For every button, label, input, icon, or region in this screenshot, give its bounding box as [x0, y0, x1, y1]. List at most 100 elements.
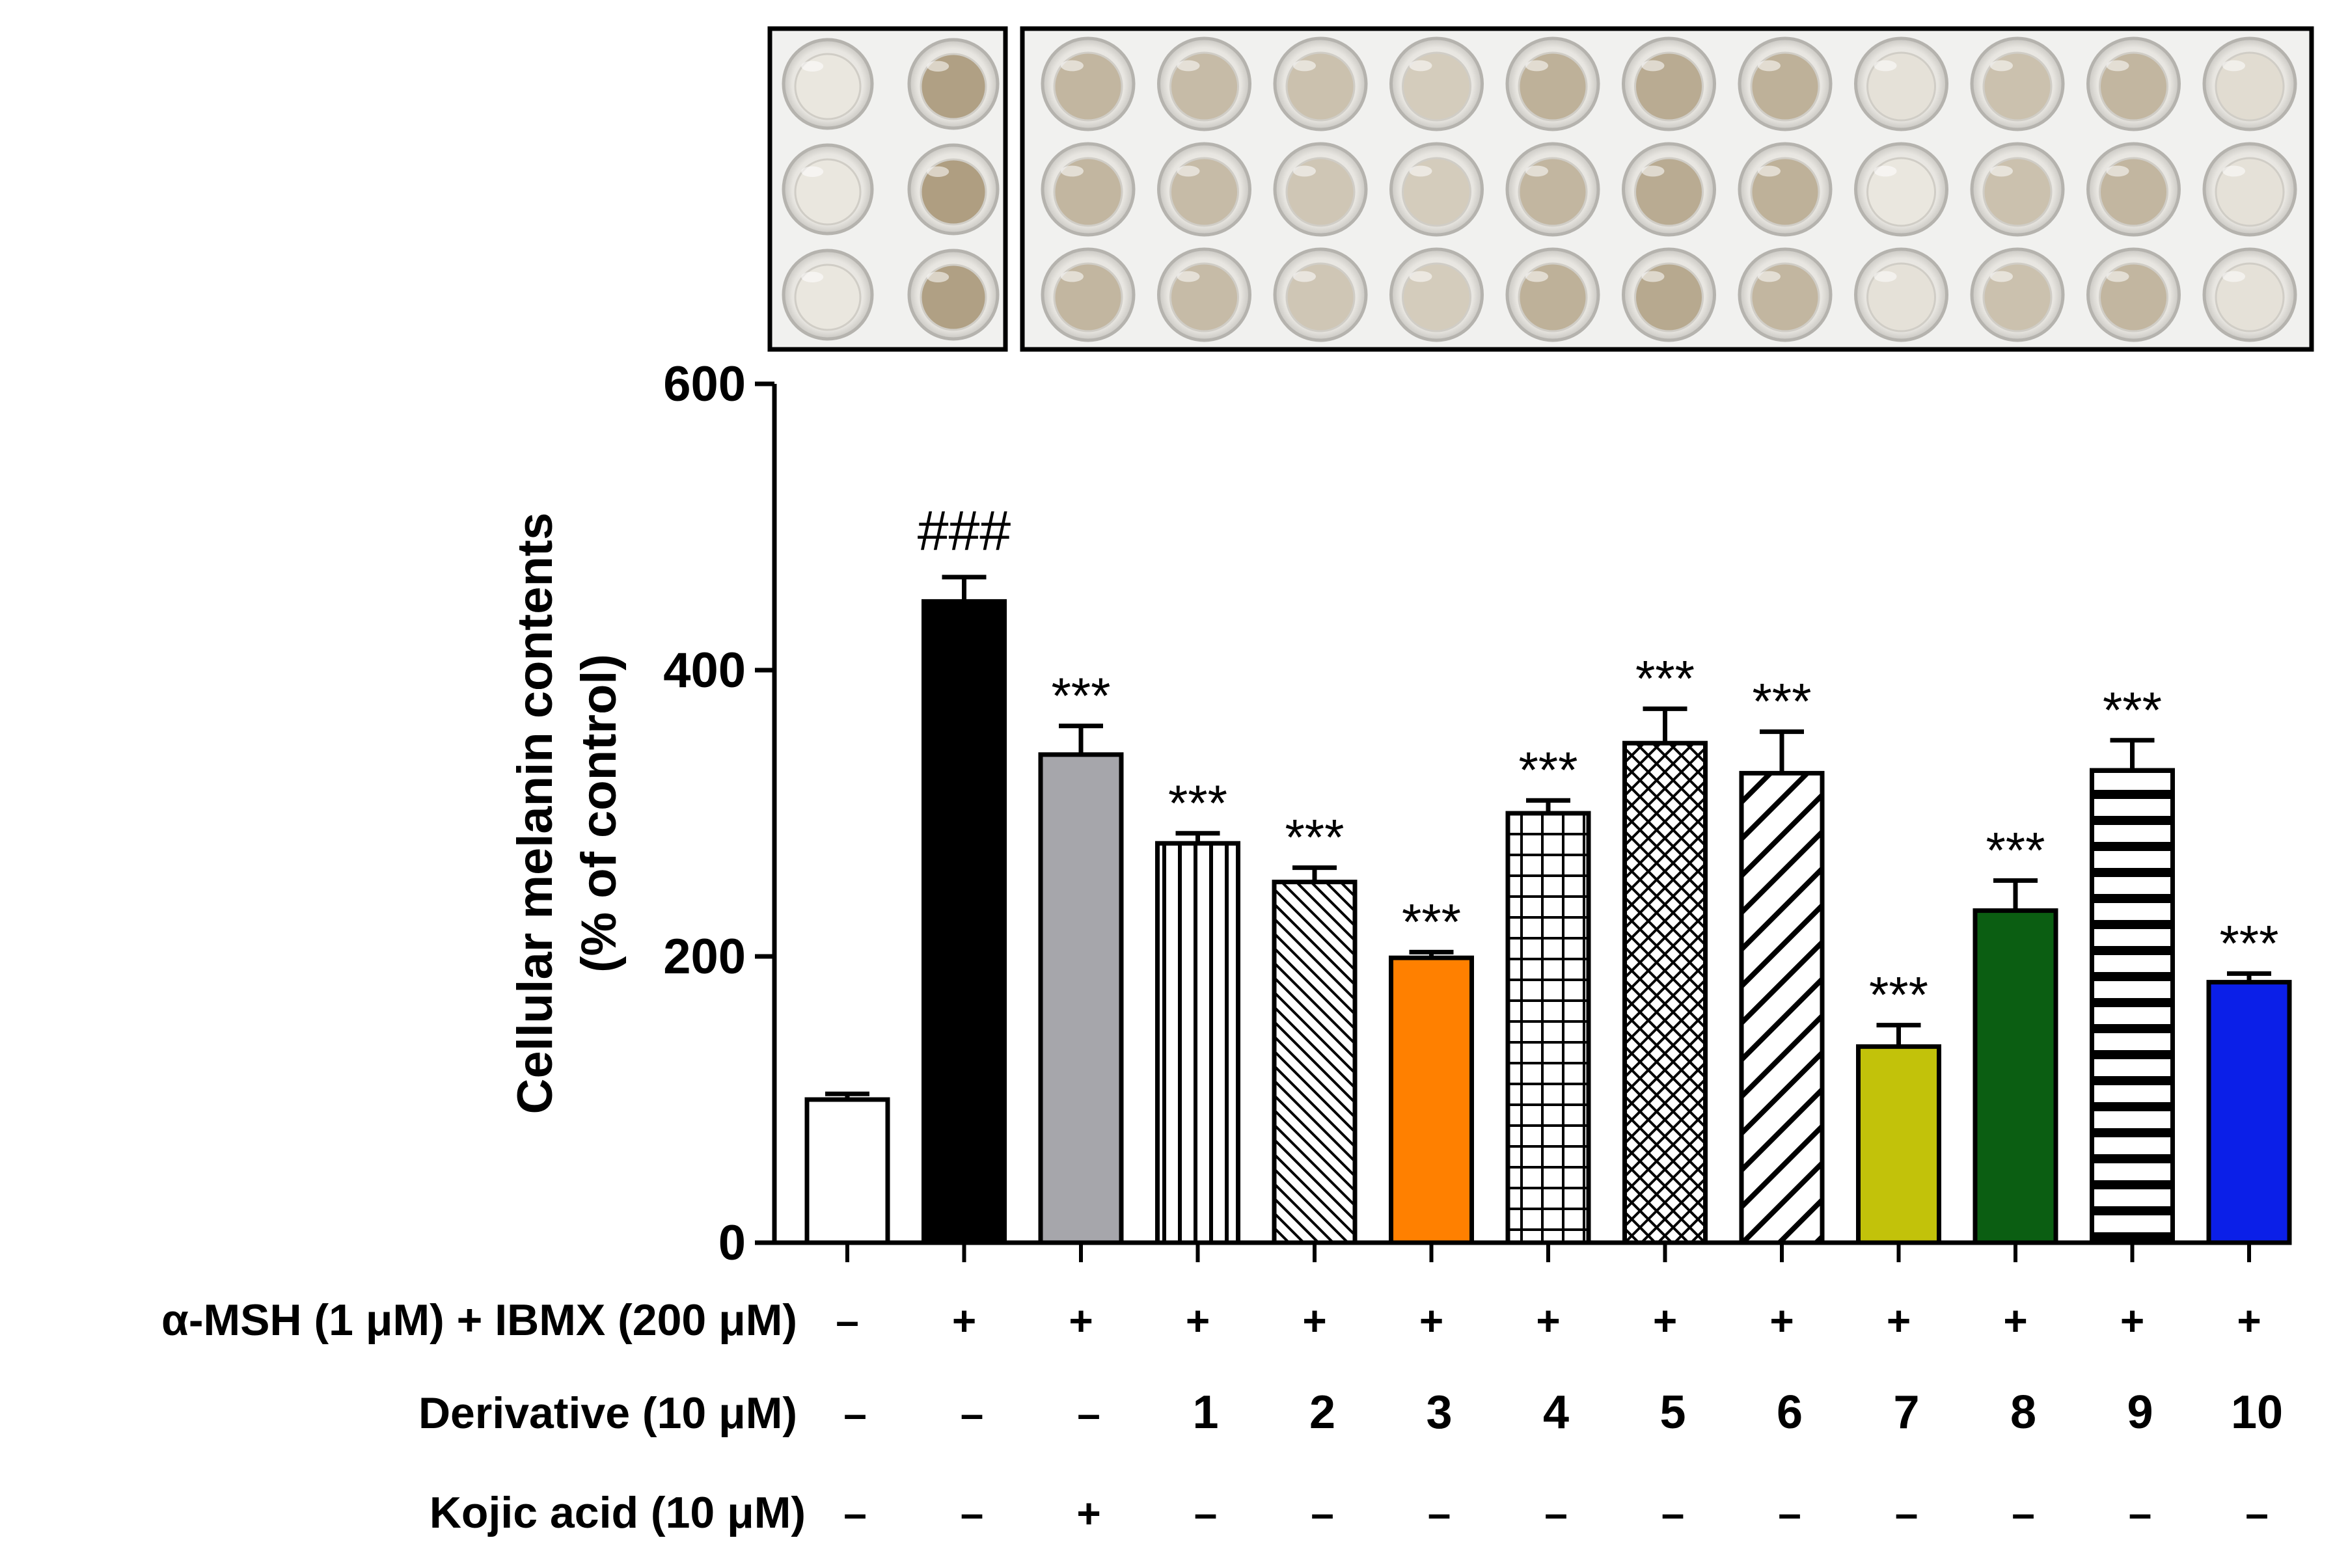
treatment-cell-r1-c7: +: [1536, 1297, 1560, 1344]
well-highlight: [1061, 60, 1084, 72]
well-highlight: [1409, 271, 1432, 282]
treatment-cell-r2-c10: 7: [1893, 1386, 1919, 1439]
row-label-msh-ibmx: α-MSH (1 μM) + IBMX (200 μM): [161, 1295, 797, 1345]
treatment-values: – + + + + + + + + + + + + – – – 1 2 3 4 5 6 7 8 9 10 – – + – – – – – – – – – –: [836, 1297, 2283, 1537]
well-highlight: [2106, 60, 2129, 72]
treatment-cell-r1-c2: +: [952, 1297, 976, 1344]
y-tick-label: 200: [663, 929, 746, 984]
treatment-cell-r2-c5: 2: [1309, 1386, 1335, 1439]
treatment-cell-r1-c10: +: [1887, 1297, 1911, 1344]
bar-12: [2090, 768, 2175, 1245]
treatment-cell-r2-c1: –: [843, 1390, 867, 1437]
well-highlight: [1758, 271, 1781, 282]
well-highlight: [1177, 60, 1200, 72]
treatment-cell-r3-c13: –: [2245, 1490, 2269, 1537]
treatment-cell-r3-c5: –: [1311, 1490, 1334, 1537]
well-highlight: [1177, 271, 1200, 282]
treatment-cell-r1-c13: +: [2237, 1297, 2261, 1344]
significance-label-12: ***: [2103, 681, 2162, 738]
well-highlight: [1061, 271, 1084, 282]
row-label-kojic-acid: Kojic acid (10 μM): [430, 1488, 806, 1537]
treatment-cell-r3-c9: –: [1778, 1490, 1801, 1537]
treatment-cell-r3-c2: –: [961, 1490, 984, 1537]
treatment-cell-r2-c8: 5: [1659, 1386, 1686, 1439]
wells-right: [1041, 36, 2297, 342]
treatment-cell-r2-c6: 3: [1426, 1386, 1452, 1439]
significance-label-4: ***: [1168, 774, 1227, 831]
treatment-cell-r3-c3: +: [1076, 1490, 1100, 1537]
treatment-cell-r3-c1: –: [843, 1490, 867, 1537]
bar-6: [1389, 955, 1474, 1245]
well-highlight: [927, 61, 949, 72]
y-axis-label-line1: Cellular melanin contents: [508, 513, 563, 1115]
treatment-cell-r3-c4: –: [1194, 1490, 1218, 1537]
treatment-cell-r1-c4: +: [1186, 1297, 1210, 1344]
treatment-cell-r2-c2: –: [961, 1390, 984, 1437]
significance-label-6: ***: [1402, 893, 1461, 950]
well-highlight: [2222, 271, 2245, 282]
well-highlight: [1758, 60, 1781, 72]
well-highlight: [927, 271, 949, 282]
well-highlight: [1990, 165, 2013, 177]
bar-3: [1038, 752, 1124, 1245]
treatment-cell-r3-c10: –: [1895, 1490, 1919, 1537]
well-highlight: [1874, 165, 1897, 177]
well-highlight: [927, 166, 949, 177]
well-highlight: [1293, 271, 1316, 282]
well-highlight: [1990, 60, 2013, 72]
significance-label-10: ***: [1869, 966, 1928, 1023]
significance-label-8: ***: [1635, 649, 1695, 707]
treatment-cell-r1-c11: +: [2003, 1297, 2027, 1344]
treatment-cell-r1-c5: +: [1302, 1297, 1326, 1344]
well-highlight: [1874, 60, 1897, 72]
well-highlight: [2106, 165, 2129, 177]
treatment-cell-r1-c9: +: [1769, 1297, 1794, 1344]
well-highlight: [1990, 271, 2013, 282]
well-highlight: [801, 271, 824, 282]
y-tick-label: 0: [718, 1215, 746, 1271]
well-highlight: [2222, 60, 2245, 72]
row-label-derivative: Derivative (10 μM): [418, 1388, 797, 1438]
significance-label-7: ***: [1518, 741, 1577, 798]
y-axis-label-line2: (% of control): [571, 654, 627, 973]
well-highlight: [2106, 271, 2129, 282]
treatment-cell-r3-c8: –: [1661, 1490, 1685, 1537]
treatment-cell-r3-c12: –: [2129, 1490, 2152, 1537]
treatment-cell-r2-c9: 6: [1777, 1386, 1803, 1439]
significance-label-9: ***: [1752, 673, 1811, 730]
y-tick-label: 600: [663, 357, 746, 412]
bar-4: [1155, 841, 1240, 1245]
significance-label-11: ***: [1986, 821, 2045, 878]
well-highlight: [1874, 271, 1897, 282]
treatment-cell-r2-c7: 4: [1543, 1386, 1569, 1439]
bar-series: [804, 599, 2292, 1245]
treatment-cell-r2-c11: 8: [2010, 1386, 2036, 1439]
bar-5: [1272, 880, 1358, 1245]
well-highlight: [1641, 165, 1665, 177]
bar-7: [1505, 811, 1591, 1245]
well-highlight: [1293, 165, 1316, 177]
treatment-cell-r3-c6: –: [1428, 1490, 1451, 1537]
y-tick-label: 400: [663, 643, 746, 698]
treatment-cell-r3-c7: –: [1544, 1490, 1568, 1537]
treatment-cell-r1-c3: +: [1069, 1297, 1093, 1344]
well-highlight: [1641, 60, 1665, 72]
treatment-cell-r1-c6: +: [1419, 1297, 1443, 1344]
well-highlight: [1409, 60, 1432, 72]
significance-label-2: ###: [918, 500, 1011, 562]
well-highlight: [1293, 60, 1316, 72]
well-highlight: [1525, 271, 1548, 282]
wells-left: [782, 38, 1000, 341]
well-highlight: [1525, 60, 1548, 72]
bar-10: [1856, 1044, 1941, 1245]
well-highlight: [1177, 165, 1200, 177]
error-bars: [825, 574, 2271, 1100]
well-highlight: [1525, 165, 1548, 177]
treatment-cell-r2-c3: –: [1077, 1390, 1100, 1437]
treatment-cell-r1-c12: +: [2120, 1297, 2144, 1344]
treatment-cell-r1-c8: +: [1653, 1297, 1677, 1344]
significance-label-3: ***: [1051, 667, 1110, 724]
bar-8: [1622, 740, 1708, 1245]
well-highlight: [1061, 165, 1084, 177]
